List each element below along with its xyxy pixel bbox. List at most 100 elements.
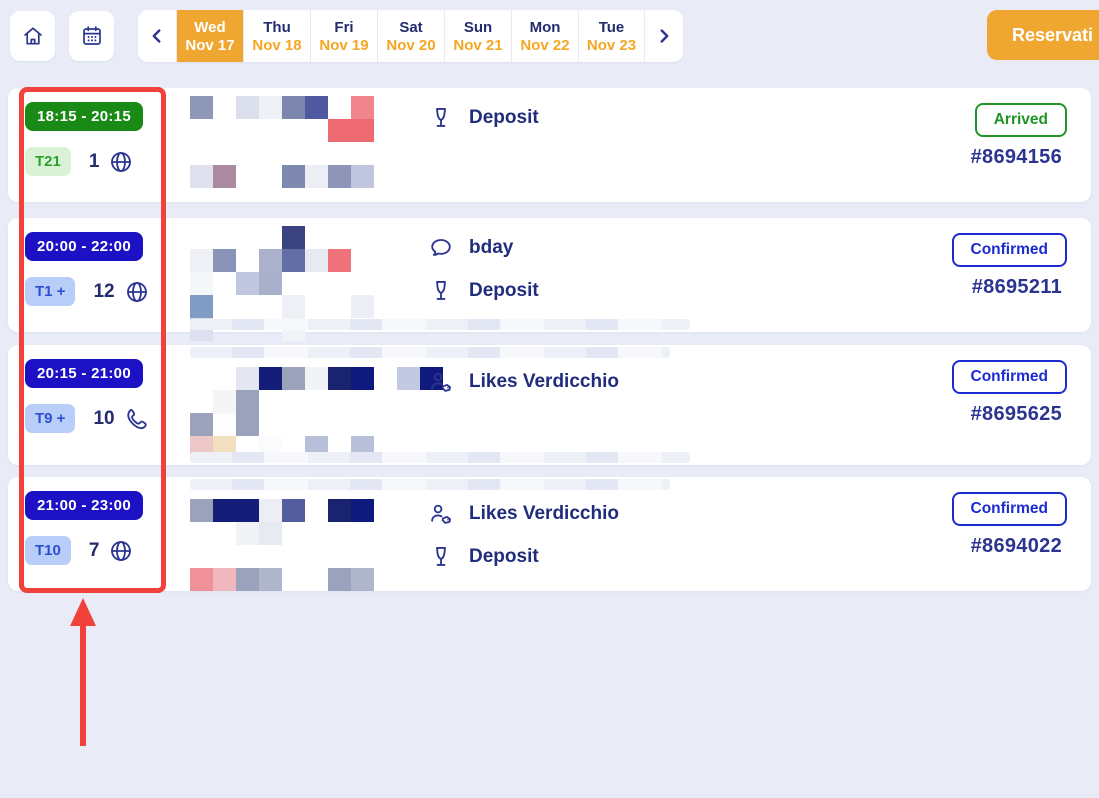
note-label: Likes Verdicchio bbox=[469, 503, 619, 524]
tab-day-label: Fri bbox=[334, 18, 354, 36]
redacted-pixel bbox=[213, 96, 236, 119]
date-tab-thu[interactable]: Thu Nov 18 bbox=[243, 10, 310, 62]
redacted-pixel bbox=[351, 295, 374, 318]
redacted-pixel bbox=[351, 249, 374, 272]
table-chip[interactable]: T10 bbox=[25, 536, 71, 565]
note-label: bday bbox=[469, 237, 514, 258]
date-tab-wed[interactable]: Wed Nov 17 bbox=[176, 10, 243, 62]
redacted-pixel bbox=[190, 272, 213, 295]
redacted-pixel bbox=[282, 272, 305, 295]
next-day-button[interactable] bbox=[645, 10, 683, 62]
redacted-pixel bbox=[305, 142, 328, 165]
redacted-pixel bbox=[351, 119, 374, 142]
redacted-pixel bbox=[236, 295, 259, 318]
globe-icon bbox=[108, 538, 134, 564]
redacted-pixel bbox=[190, 165, 213, 188]
redacted-pixel bbox=[213, 295, 236, 318]
calendar-button[interactable] bbox=[69, 11, 114, 61]
redacted-pixel bbox=[259, 568, 282, 591]
redacted-pixel bbox=[328, 226, 351, 249]
tab-day-label: Sun bbox=[463, 18, 493, 36]
redacted-pixel bbox=[328, 165, 351, 188]
annotation-arrow-line bbox=[80, 622, 86, 746]
date-tab-sun[interactable]: Sun Nov 21 bbox=[444, 10, 511, 62]
redacted-pixel bbox=[213, 367, 236, 390]
reservation-number: #8695625 bbox=[970, 403, 1062, 425]
redacted-pixel bbox=[305, 249, 328, 272]
tab-date-label: Nov 17 bbox=[185, 36, 235, 54]
redacted-pixel bbox=[397, 367, 420, 390]
note-label: Deposit bbox=[469, 280, 539, 301]
redacted-pixel bbox=[213, 413, 236, 436]
redacted-pixel bbox=[190, 413, 213, 436]
redacted-pixel bbox=[282, 545, 305, 568]
redacted-pixel bbox=[328, 413, 351, 436]
redacted-pixel bbox=[282, 226, 305, 249]
chevron-right-icon bbox=[653, 25, 675, 47]
redacted-pixel bbox=[351, 96, 374, 119]
reservation-button[interactable]: Reservati bbox=[987, 10, 1099, 60]
reservation-chips: T21 1 bbox=[25, 147, 134, 176]
redacted-pixel bbox=[305, 119, 328, 142]
redacted-guest-name bbox=[190, 367, 443, 459]
note-item: Likes Verdicchio bbox=[428, 501, 619, 527]
reservation-card[interactable]: 20:00 - 22:00 T1 + 12 bday Deposit Confi… bbox=[8, 218, 1091, 341]
redacted-pixel bbox=[282, 142, 305, 165]
table-chip[interactable]: T9 + bbox=[25, 404, 76, 433]
redacted-pixel bbox=[374, 413, 397, 436]
redacted-pixel bbox=[236, 522, 259, 545]
table-chip[interactable]: T21 bbox=[25, 147, 71, 176]
status-badge[interactable]: Confirmed bbox=[951, 233, 1067, 267]
reservation-card[interactable]: 18:15 - 20:15 T21 1 Deposit Arrived #869… bbox=[8, 88, 1091, 202]
redacted-pixel bbox=[236, 119, 259, 142]
person-tag-icon bbox=[428, 369, 454, 395]
redacted-pixel bbox=[328, 272, 351, 295]
redacted-pixel bbox=[213, 226, 236, 249]
redacted-pixel bbox=[282, 295, 305, 318]
redacted-pixel bbox=[305, 367, 328, 390]
wine-glass-icon bbox=[428, 544, 454, 570]
redacted-pixel bbox=[259, 165, 282, 188]
tab-day-label: Sat bbox=[399, 18, 423, 36]
prev-day-button[interactable] bbox=[138, 10, 176, 62]
tab-date-label: Nov 18 bbox=[252, 36, 302, 54]
redacted-strip bbox=[190, 347, 670, 358]
redacted-pixel bbox=[282, 413, 305, 436]
redacted-pixel bbox=[351, 226, 374, 249]
guest-count: 1 bbox=[88, 150, 100, 172]
redacted-pixel bbox=[213, 545, 236, 568]
redacted-guest-name bbox=[190, 96, 374, 188]
redacted-pixel bbox=[213, 568, 236, 591]
redacted-pixel bbox=[328, 119, 351, 142]
redacted-pixel bbox=[236, 142, 259, 165]
redacted-pixel bbox=[259, 295, 282, 318]
note-item: Deposit bbox=[428, 105, 539, 131]
date-tab-tue[interactable]: Tue Nov 23 bbox=[578, 10, 645, 62]
status-badge[interactable]: Confirmed bbox=[951, 492, 1067, 526]
table-chip[interactable]: T1 + bbox=[25, 277, 76, 306]
redacted-pixel bbox=[305, 568, 328, 591]
date-tab-sat[interactable]: Sat Nov 20 bbox=[377, 10, 444, 62]
redacted-pixel bbox=[328, 96, 351, 119]
redacted-pixel bbox=[374, 367, 397, 390]
note-label: Deposit bbox=[469, 546, 539, 567]
reservation-chips: T1 + 12 bbox=[25, 277, 150, 306]
redacted-pixel bbox=[213, 522, 236, 545]
redacted-strip bbox=[190, 452, 690, 463]
notes-list: Deposit bbox=[428, 105, 539, 131]
reservation-card[interactable]: 20:15 - 21:00 T9 + 10 Likes Verdicchio C… bbox=[8, 345, 1091, 465]
redacted-pixel bbox=[190, 367, 213, 390]
note-item: Deposit bbox=[428, 278, 539, 304]
redacted-pixel bbox=[282, 390, 305, 413]
redacted-pixel bbox=[236, 499, 259, 522]
reservation-chips: T9 + 10 bbox=[25, 404, 150, 433]
redacted-pixel bbox=[236, 272, 259, 295]
date-tab-mon[interactable]: Mon Nov 22 bbox=[511, 10, 578, 62]
reservation-card[interactable]: 21:00 - 23:00 T10 7 Likes Verdicchio Dep… bbox=[8, 477, 1091, 591]
date-tab-fri[interactable]: Fri Nov 19 bbox=[310, 10, 377, 62]
tab-day-label: Thu bbox=[263, 18, 291, 36]
home-button[interactable] bbox=[10, 11, 55, 61]
status-badge[interactable]: Arrived bbox=[974, 103, 1067, 137]
status-badge[interactable]: Confirmed bbox=[951, 360, 1067, 394]
redacted-pixel bbox=[190, 499, 213, 522]
